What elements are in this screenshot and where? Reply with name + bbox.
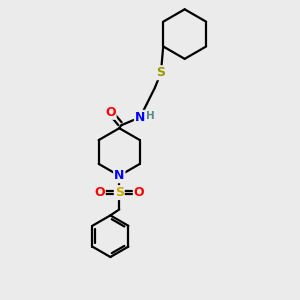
Text: H: H — [146, 111, 154, 121]
Text: O: O — [105, 106, 116, 119]
Text: O: O — [134, 186, 144, 199]
Text: S: S — [115, 186, 124, 199]
Text: N: N — [135, 111, 145, 124]
Text: O: O — [94, 186, 105, 199]
Text: N: N — [114, 169, 124, 182]
Text: S: S — [156, 66, 165, 79]
